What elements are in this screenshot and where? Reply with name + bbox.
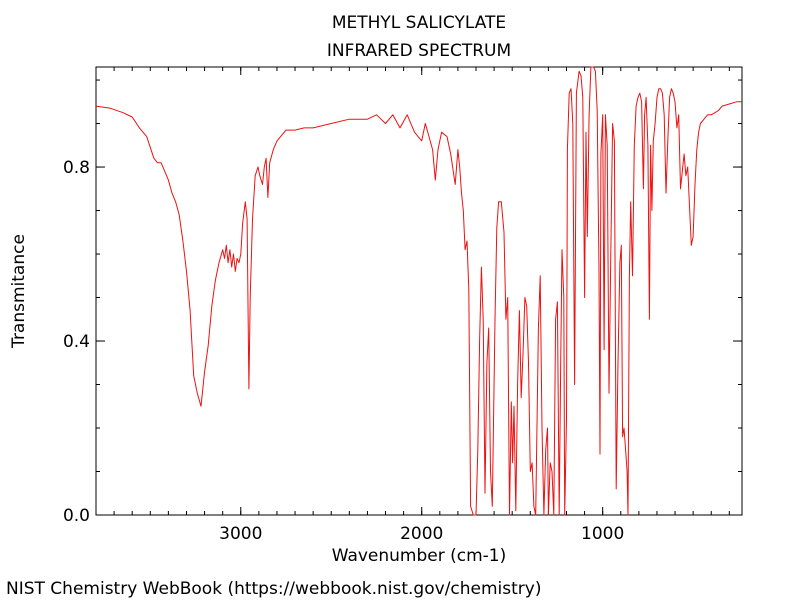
y-tick-label: 0.4 [63,332,90,352]
spectrum-line [95,66,742,516]
plot-frame [95,66,743,516]
x-axis: 3000 2000 1000 [95,67,730,544]
y-axis: 0.0 0.4 0.8 [63,79,742,526]
x-tick-label: 2000 [400,524,443,544]
x-tick-label: 3000 [219,524,262,544]
x-tick-label: 1000 [581,524,624,544]
y-tick-label: 0.0 [63,506,90,526]
plot-area: 3000 2000 1000 0.0 0.4 0.8 [63,66,743,544]
chart-subtitle: INFRARED SPECTRUM [327,41,511,61]
chart-title: METHYL SALICYLATE [332,13,506,33]
footer-credit: NIST Chemistry WebBook (https://webbook.… [6,579,541,599]
x-axis-label: Wavenumber (cm-1) [332,546,507,566]
y-tick-label: 0.8 [63,158,90,178]
y-axis-label: Transmitance [9,234,29,349]
